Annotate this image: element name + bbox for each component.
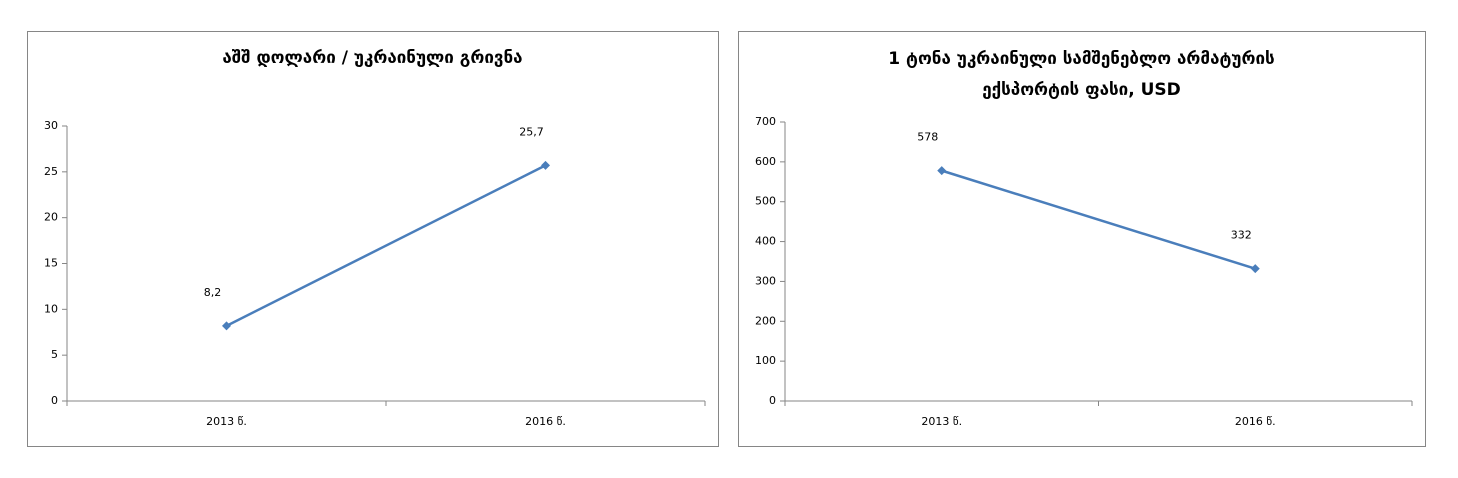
y-tick-label: 200	[755, 314, 776, 327]
marker	[222, 321, 231, 331]
chart-frame	[27, 31, 719, 447]
data-label: 332	[1231, 229, 1252, 242]
chart-frame	[738, 31, 1426, 447]
line	[941, 169, 1256, 270]
y-tick-label: 10	[44, 302, 58, 315]
line	[225, 164, 547, 327]
y-tick-label: 25	[44, 165, 58, 178]
y-tick-label: 400	[755, 235, 776, 248]
y-tick-label: 300	[755, 274, 776, 287]
y-tick-label: 600	[755, 155, 776, 168]
y-tick-label: 0	[51, 394, 58, 407]
y-tick-label: 0	[769, 394, 776, 407]
data-label: 8,2	[204, 286, 222, 299]
y-tick-label: 500	[755, 195, 776, 208]
y-tick-label: 20	[44, 211, 58, 224]
y-tick-label: 15	[44, 257, 58, 270]
y-tick-label: 30	[44, 119, 58, 132]
marker	[541, 160, 550, 170]
marker	[937, 166, 947, 176]
chart-title: აშშ დოლარი / უკრაინული გრივნა	[222, 48, 522, 68]
data-label: 578	[917, 131, 938, 144]
x-tick-label: 2013 წ.	[921, 415, 962, 428]
y-tick-label: 700	[755, 115, 776, 128]
y-tick-label: 100	[755, 354, 776, 367]
y-tick-label: 5	[51, 348, 58, 361]
x-tick-label: 2016 წ.	[525, 415, 566, 428]
x-tick-label: 2013 წ.	[206, 415, 247, 428]
chart-title: 1 ტონა უკრაინული სამშენებლო არმატურის	[888, 49, 1274, 69]
chart-title: ექსპორტის ფასი, USD	[982, 80, 1181, 100]
data-label: 25,7	[519, 125, 544, 138]
x-tick-label: 2016 წ.	[1235, 415, 1276, 428]
marker	[1250, 264, 1260, 274]
